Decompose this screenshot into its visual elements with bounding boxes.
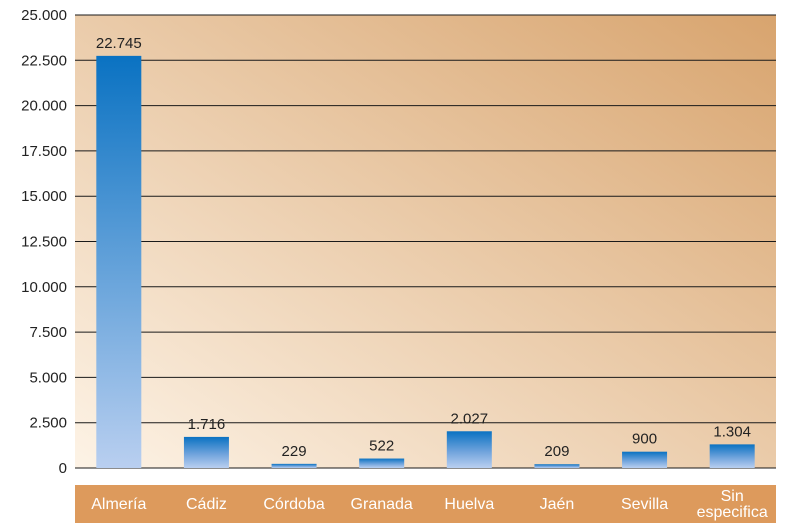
category-label-line: especifica [697,504,768,521]
category-label: Granada [351,496,413,513]
category-label-line: Sin [721,488,744,505]
y-tick-label: 12.500 [21,234,67,251]
y-tick-label: 10.000 [21,279,67,296]
category-label: Cádiz [186,496,227,513]
bar-value-label: 2.027 [451,410,489,427]
bar-value-label: 522 [369,438,394,455]
bar [534,464,580,468]
gridlines [75,14,776,469]
y-tick-label: 2.500 [29,415,67,432]
y-tick-label: 0 [59,460,67,477]
bar-value-label: 900 [632,431,657,448]
bar [709,444,755,468]
y-tick-label: 7.500 [29,324,67,341]
category-label: Huelva [444,496,494,513]
category-label: Sevilla [621,496,668,513]
category-label: Sin especifica [697,488,768,521]
bar [96,55,142,469]
value-labels: 22.745 1.716 229 522 2.027 209 900 1.304 [96,35,751,460]
y-axis-ticks: 0 2.500 5.000 7.500 10.000 12.500 15.000 17.500… [21,7,67,477]
category-label: Almería [91,496,146,513]
bars [96,55,755,469]
category-label: Córdoba [263,496,324,513]
bar-value-label: 22.745 [96,35,142,52]
y-tick-label: 5.000 [29,369,67,386]
bar [622,451,668,468]
bar-value-label: 229 [282,443,307,460]
bar-value-label: 1.304 [713,423,751,440]
bar-value-label: 1.716 [188,416,226,433]
y-tick-label: 25.000 [21,7,67,24]
category-label: Jaén [540,496,575,513]
bar [446,431,492,468]
y-tick-label: 17.500 [21,143,67,160]
y-tick-label: 20.000 [21,98,67,115]
y-tick-label: 15.000 [21,188,67,205]
bar [271,463,317,468]
category-labels: Almería Cádiz Córdoba Granada Huelva Jaén Sevi… [91,488,768,521]
category-band [75,485,776,523]
bar-value-label: 209 [544,443,569,460]
bar [183,436,229,468]
y-tick-label: 22.500 [21,52,67,69]
bar [359,458,405,468]
